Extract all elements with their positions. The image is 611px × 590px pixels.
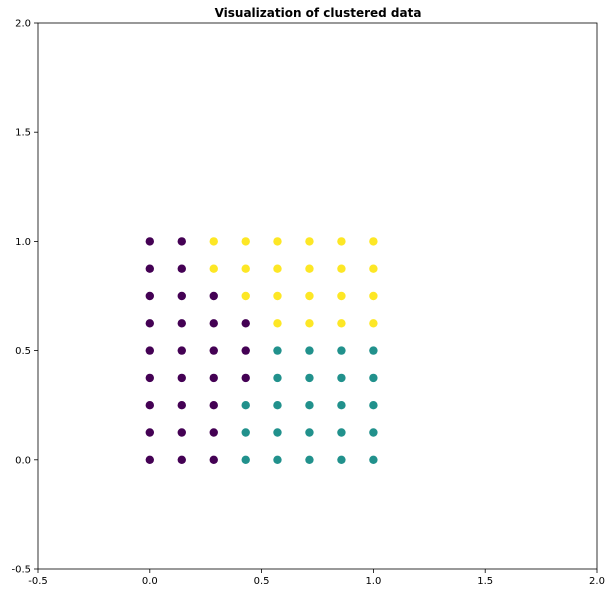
data-point-cluster-2 [209, 237, 218, 246]
data-point-cluster-0 [145, 319, 154, 328]
data-point-cluster-2 [305, 237, 314, 246]
data-point-cluster-0 [241, 346, 250, 355]
data-point-cluster-1 [369, 373, 378, 383]
y-tick-label: 0.5 [15, 346, 31, 357]
data-point-cluster-0 [177, 428, 186, 437]
data-point-cluster-2 [273, 237, 282, 246]
y-tick-label: 0.0 [15, 455, 31, 466]
data-point-cluster-0 [177, 291, 186, 301]
data-point-cluster-1 [369, 346, 378, 355]
data-point-cluster-1 [273, 401, 282, 410]
data-point-cluster-1 [305, 346, 314, 355]
data-point-cluster-2 [241, 291, 250, 301]
y-tick-label: 1.0 [15, 237, 31, 248]
data-point-cluster-1 [337, 346, 346, 355]
data-point-cluster-1 [305, 401, 314, 410]
data-point-cluster-0 [241, 319, 250, 328]
data-point-cluster-1 [369, 455, 378, 464]
data-point-cluster-2 [337, 319, 346, 328]
data-point-cluster-1 [337, 455, 346, 464]
data-point-cluster-0 [145, 373, 154, 383]
data-point-cluster-1 [337, 373, 346, 383]
data-point-cluster-1 [305, 373, 314, 383]
data-point-cluster-0 [177, 264, 186, 273]
data-point-cluster-2 [273, 291, 282, 301]
data-point-cluster-1 [305, 428, 314, 437]
data-point-cluster-0 [145, 237, 154, 246]
data-point-cluster-2 [305, 319, 314, 328]
data-point-cluster-1 [305, 455, 314, 464]
data-point-cluster-0 [209, 455, 218, 464]
data-point-cluster-2 [241, 237, 250, 246]
data-point-cluster-0 [209, 428, 218, 437]
data-point-cluster-0 [145, 264, 154, 273]
data-point-cluster-1 [273, 455, 282, 464]
data-point-cluster-2 [337, 237, 346, 246]
data-point-cluster-1 [273, 428, 282, 437]
data-point-cluster-2 [241, 264, 250, 273]
data-point-cluster-1 [241, 428, 250, 437]
x-tick-label: 0.5 [254, 576, 270, 587]
data-point-cluster-0 [177, 346, 186, 355]
data-point-cluster-0 [145, 401, 154, 410]
data-point-cluster-2 [369, 237, 378, 246]
chart-title: Visualization of clustered data [215, 6, 422, 20]
data-point-cluster-0 [241, 373, 250, 383]
x-tick-label: 2.0 [589, 576, 605, 587]
data-point-cluster-2 [273, 264, 282, 273]
y-tick-label: -0.5 [11, 565, 31, 576]
data-point-cluster-0 [145, 428, 154, 437]
data-point-cluster-0 [177, 455, 186, 464]
data-point-cluster-2 [305, 264, 314, 273]
data-point-cluster-0 [209, 346, 218, 355]
data-point-cluster-2 [369, 291, 378, 301]
x-tick-label: 1.5 [477, 576, 493, 587]
data-point-cluster-1 [337, 401, 346, 410]
data-point-cluster-1 [241, 401, 250, 410]
data-point-cluster-0 [177, 373, 186, 383]
data-point-cluster-0 [145, 455, 154, 464]
data-point-cluster-2 [337, 264, 346, 273]
data-point-cluster-0 [209, 291, 218, 301]
data-point-cluster-0 [145, 346, 154, 355]
data-point-cluster-2 [209, 264, 218, 273]
data-point-cluster-1 [369, 401, 378, 410]
data-point-cluster-1 [241, 455, 250, 464]
plot-frame [37, 22, 598, 570]
data-point-cluster-1 [369, 428, 378, 437]
data-point-cluster-2 [273, 319, 282, 328]
data-point-cluster-1 [273, 346, 282, 355]
data-point-cluster-0 [145, 291, 154, 301]
data-point-cluster-0 [177, 237, 186, 246]
data-point-cluster-0 [177, 319, 186, 328]
x-tick-label: 1.0 [365, 576, 381, 587]
x-axis: -0.5 0.0 0.5 1.0 1.5 2.0 [28, 569, 605, 587]
data-point-cluster-2 [305, 291, 314, 301]
x-tick-label: -0.5 [28, 576, 48, 587]
data-point-cluster-0 [209, 319, 218, 328]
data-point-cluster-0 [209, 373, 218, 383]
y-axis: -0.5 0.0 0.5 1.0 1.5 2.0 [11, 19, 38, 576]
y-tick-label: 1.5 [15, 128, 31, 139]
y-tick-label: 2.0 [15, 19, 31, 30]
data-point-cluster-2 [337, 291, 346, 301]
data-point-cluster-2 [369, 264, 378, 273]
points-layer [145, 237, 378, 464]
data-point-cluster-1 [337, 428, 346, 437]
data-point-cluster-0 [177, 401, 186, 410]
data-point-cluster-1 [273, 373, 282, 383]
data-point-cluster-0 [209, 401, 218, 410]
data-point-cluster-2 [369, 319, 378, 328]
x-tick-label: 0.0 [142, 576, 158, 587]
